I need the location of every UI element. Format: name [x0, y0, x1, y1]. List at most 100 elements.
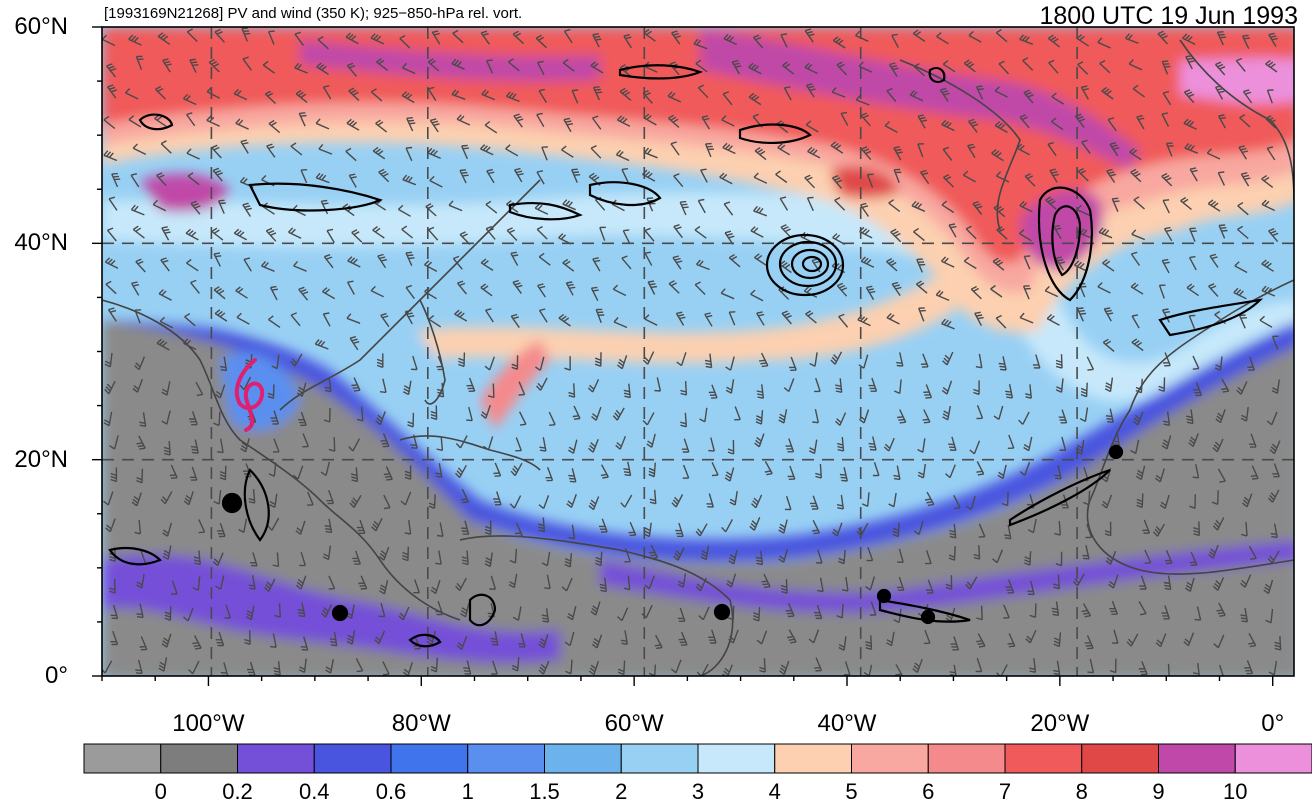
wind-barb — [534, 203, 549, 215]
wind-barb — [648, 544, 659, 560]
wind-barb — [287, 227, 302, 239]
wind-barb — [322, 545, 331, 561]
wind-barb — [398, 606, 410, 621]
wind-barb — [969, 440, 981, 455]
wind-barb — [731, 60, 742, 75]
wind-barb — [296, 382, 307, 397]
wind-barb — [1132, 411, 1144, 426]
wind-barb — [349, 495, 362, 508]
wind-barb — [427, 58, 440, 72]
wind-barb — [536, 112, 545, 128]
wind-barb — [751, 494, 763, 509]
wind-barb — [106, 63, 117, 78]
wind-barb — [134, 519, 142, 535]
wind-barb — [725, 379, 735, 394]
wind-barb — [890, 228, 902, 243]
wind-barb — [807, 146, 821, 159]
wind-barb — [1267, 489, 1280, 503]
wind-barb — [708, 437, 715, 452]
wind-barb — [779, 260, 792, 274]
wind-barb — [976, 633, 986, 648]
wind-barb — [370, 33, 385, 45]
wind-barb — [510, 313, 520, 329]
wind-barb — [587, 379, 600, 393]
wind-barb — [461, 520, 470, 535]
lon-label: 0° — [1261, 710, 1285, 737]
wind-barb — [245, 605, 255, 621]
wind-barb — [215, 575, 225, 590]
wind-barb — [548, 411, 556, 426]
wind-barb — [429, 118, 440, 133]
wind-barb — [511, 656, 520, 672]
wind-barb — [949, 664, 957, 676]
wind-barb — [815, 464, 822, 479]
wind-barb — [759, 352, 769, 368]
wind-barb — [568, 468, 577, 483]
wind-barb — [1019, 229, 1032, 242]
wind-barb — [294, 31, 304, 46]
wind-barb — [775, 170, 788, 184]
wind-barb — [299, 551, 306, 567]
wind-barb — [590, 601, 601, 616]
wind-barb — [510, 462, 523, 477]
wind-barb — [781, 310, 792, 325]
wind-barb — [300, 169, 308, 184]
wind-barb — [1058, 409, 1068, 424]
wind-barb — [224, 604, 231, 619]
wind-barb — [518, 381, 526, 396]
wind-barb — [978, 523, 986, 538]
wind-barb — [198, 519, 206, 534]
wind-barb — [169, 464, 178, 479]
wind-barb — [489, 575, 497, 590]
wind-barb — [161, 226, 171, 241]
wind-barb — [505, 144, 519, 157]
wind-barb — [1189, 227, 1197, 242]
wind-barb — [1005, 579, 1015, 594]
colorbar-swatch — [544, 743, 622, 774]
wind-barb — [562, 258, 575, 272]
wind-barb — [1018, 411, 1030, 425]
colorbar-swatch — [1004, 743, 1083, 774]
wind-barb — [623, 383, 631, 399]
wind-barb — [454, 464, 467, 479]
wind-barb — [926, 579, 934, 594]
wind-barb — [248, 575, 256, 590]
wind-barb — [206, 115, 220, 127]
wind-barb — [721, 115, 735, 127]
wind-barb — [647, 280, 658, 295]
colorbar-swatch — [237, 743, 315, 774]
wind-barb — [1055, 378, 1064, 393]
wind-barb — [1241, 521, 1248, 537]
wind-barb — [836, 282, 848, 297]
colorbar-swatch — [774, 743, 852, 774]
wind-barb — [675, 311, 686, 326]
wind-barb — [1261, 285, 1276, 297]
wind-barb — [721, 519, 734, 533]
wind-barb — [485, 200, 498, 214]
wind-barb — [1212, 438, 1224, 453]
wind-barb — [612, 407, 625, 421]
colorbar-label: 10 — [1223, 779, 1248, 804]
wind-barb — [509, 495, 522, 509]
wind-barb — [452, 255, 463, 270]
wind-barb — [1263, 579, 1274, 595]
wind-barb — [1004, 524, 1012, 540]
wind-barb — [358, 575, 368, 590]
wind-barb — [1183, 118, 1197, 130]
wind-barb — [754, 433, 765, 448]
wind-barb — [1265, 59, 1278, 73]
wind-barb — [1233, 287, 1247, 300]
wind-barb — [236, 312, 250, 325]
wind-barb — [346, 118, 360, 131]
wind-barb — [719, 172, 733, 185]
wind-barb — [976, 405, 984, 420]
wind-barb — [241, 27, 251, 42]
wind-barb — [590, 144, 602, 159]
wind-barb — [484, 120, 498, 134]
wind-barb — [1053, 660, 1061, 676]
wind-barb — [1214, 85, 1225, 100]
vorticity-contours — [108, 64, 1264, 648]
wind-barb — [379, 378, 387, 394]
colorbar-label: 0 — [154, 779, 167, 804]
wind-barb — [216, 522, 226, 538]
